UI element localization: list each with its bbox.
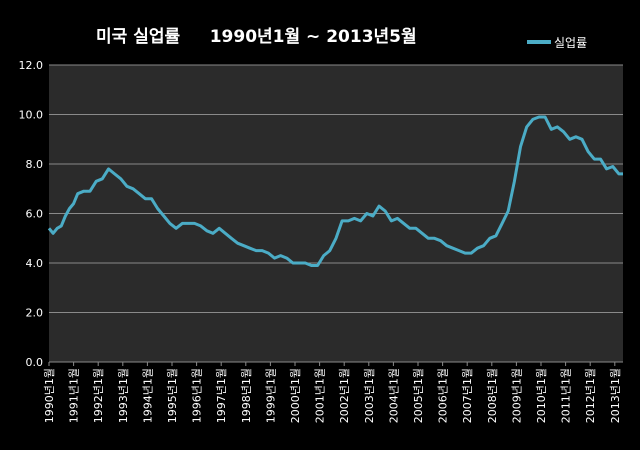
x-tick-label: 2002년1월 <box>338 368 351 423</box>
x-tick-label: 1991년1월 <box>68 368 81 423</box>
y-axis-tick-labels: 0.0 2.0 4.0 6.0 8.0 10.0 12.0 <box>19 59 44 369</box>
x-tick-label: 2012년1월 <box>584 368 597 423</box>
x-tick-label: 1992년1월 <box>92 368 105 423</box>
y-tick-label: 8.0 <box>26 158 44 171</box>
x-tick-label: 1999년1월 <box>264 368 277 423</box>
x-tick-label: 1994년1월 <box>141 368 154 423</box>
x-tick-label: 1998년1월 <box>240 368 253 423</box>
x-axis-tick-marks <box>48 362 616 366</box>
x-tick-label: 2009년1월 <box>510 368 523 423</box>
series-line-unemployment-rate <box>47 115 623 267</box>
legend-label: 실업률 <box>554 36 587 50</box>
y-tick-label: 0.0 <box>26 356 44 369</box>
y-tick-label: 4.0 <box>26 257 44 270</box>
x-tick-label: 2006년1월 <box>437 368 450 423</box>
y-tick-label: 10.0 <box>19 109 44 122</box>
x-tick-label: 1995년1월 <box>166 368 179 423</box>
y-tick-label: 12.0 <box>19 59 44 72</box>
x-tick-label: 2010년1월 <box>535 368 548 423</box>
chart-title: 미국 실업률 1990년1월 ~ 2013년5월 <box>96 27 417 47</box>
y-tick-label: 2.0 <box>26 307 44 320</box>
legend: 실업률 <box>527 36 587 50</box>
y-tick-label: 6.0 <box>26 208 44 221</box>
x-tick-label: 1993년1월 <box>117 368 130 423</box>
grid-lines <box>49 64 623 363</box>
x-tick-label: 2004년1월 <box>387 368 400 423</box>
x-tick-label: 2011년1월 <box>560 368 573 423</box>
x-tick-label: 1997년1월 <box>215 368 228 423</box>
x-tick-label: 2000년1월 <box>289 368 302 423</box>
x-tick-label: 2007년1월 <box>461 368 474 423</box>
x-tick-label: 2001년1월 <box>314 368 327 423</box>
x-tick-label: 2005년1월 <box>412 368 425 423</box>
x-tick-label: 1990년1월 <box>43 368 56 423</box>
x-tick-label: 2008년1월 <box>486 368 499 423</box>
x-axis-tick-labels: 1990년1월 1991년1월 1992년1월 1993년1월 1994년1월 1995년… <box>43 368 622 423</box>
x-tick-label: 2013년1월 <box>609 368 622 423</box>
x-tick-label: 2003년1월 <box>363 368 376 423</box>
x-tick-label: 1996년1월 <box>191 368 204 423</box>
